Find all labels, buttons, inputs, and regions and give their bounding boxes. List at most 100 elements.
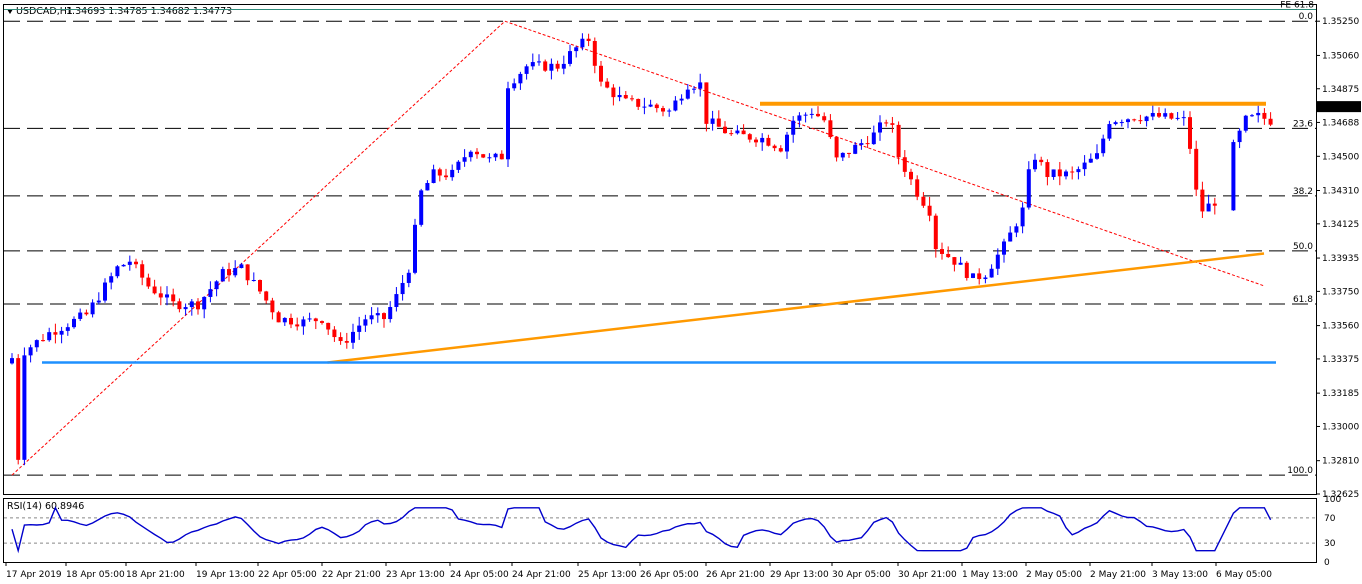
candle-body — [1088, 158, 1093, 163]
candle-body — [289, 317, 293, 325]
candle-body — [134, 261, 138, 265]
candle-body — [140, 264, 145, 278]
candle-body — [158, 293, 163, 298]
candle-body — [282, 317, 287, 323]
fib-label-38.2: 38.2 — [1293, 187, 1313, 197]
rsi-label: RSI(14) 60.8946 — [7, 501, 84, 512]
collapse-arrow-icon[interactable] — [7, 9, 13, 14]
candle-body — [127, 261, 132, 265]
candle-body — [673, 100, 678, 111]
candle-body — [227, 269, 231, 276]
candle-body — [450, 169, 455, 178]
candle-body — [220, 269, 225, 282]
candle-body — [1150, 112, 1155, 117]
current-price-label: 1.34773 — [1321, 103, 1358, 113]
candle-body — [171, 294, 176, 302]
candle-body — [592, 40, 597, 66]
candle-body — [41, 340, 45, 342]
candle-body — [59, 330, 64, 335]
candle-body — [1026, 169, 1031, 208]
price-tick-label: 1.33750 — [1322, 287, 1359, 297]
candle-body — [983, 277, 988, 280]
ohlc-values: 1.34693 1.34785 1.34682 1.34773 — [66, 6, 232, 17]
candle-body — [444, 175, 448, 178]
candle-body — [716, 118, 721, 127]
fib-label-100.0: 100.0 — [1287, 466, 1313, 476]
rising-trendline[interactable] — [327, 252, 1265, 364]
time-tick-label: 30 Apr 21:00 — [898, 570, 957, 580]
candle-body — [1163, 113, 1168, 117]
symbol-label: USDCAD,H1 — [16, 6, 73, 17]
candle-body — [1008, 232, 1013, 242]
candle-body — [487, 157, 492, 159]
candle-body — [636, 98, 641, 107]
time-tick-label: 18 Apr 21:00 — [126, 570, 185, 580]
candle-body — [251, 279, 256, 281]
candle-body — [927, 205, 932, 216]
candle-body — [816, 113, 820, 117]
candle-body — [679, 98, 684, 101]
rsi-pane-frame — [3, 498, 1317, 563]
candle-body — [382, 313, 386, 320]
candle-body — [320, 321, 324, 323]
price-tick-label: 1.33560 — [1322, 322, 1359, 332]
fib-label-50.0: 50.0 — [1293, 242, 1313, 252]
candle-body — [667, 110, 672, 112]
candle-body — [332, 329, 337, 338]
candle-body — [1157, 112, 1161, 117]
candle-body — [1014, 226, 1019, 233]
candle-body — [1039, 159, 1044, 163]
price-tick-label: 1.33000 — [1322, 422, 1359, 432]
candle-body — [65, 327, 70, 331]
candle-body — [34, 340, 39, 348]
rsi-tick-label: 30 — [1324, 539, 1336, 549]
candle-body — [859, 143, 864, 145]
candle-body — [971, 273, 975, 278]
candle-body — [890, 123, 895, 125]
candle-body — [493, 153, 498, 158]
candle-body — [419, 190, 424, 225]
candle-body — [233, 268, 238, 276]
main-pane-frame — [3, 4, 1317, 495]
candle-body — [580, 38, 585, 48]
candle-body — [685, 89, 690, 99]
candle-body — [1057, 169, 1062, 177]
candle-body — [313, 318, 318, 322]
candle-body — [1138, 120, 1143, 122]
candle-body — [1200, 189, 1205, 212]
candle-body — [103, 282, 107, 301]
candle-body — [78, 312, 83, 319]
time-tick-label: 1 May 13:00 — [962, 570, 1018, 580]
candle-body — [1126, 119, 1130, 123]
candle-body — [1188, 117, 1192, 149]
time-tick-label: 24 Apr 21:00 — [512, 570, 571, 580]
candle-body — [989, 268, 994, 278]
candle-body — [270, 300, 275, 313]
candle-body — [630, 98, 634, 100]
candle-body — [406, 272, 411, 283]
time-tick-label: 29 Apr 13:00 — [770, 570, 829, 580]
candle-body — [344, 341, 349, 343]
candle-body — [1113, 122, 1118, 125]
candle-body — [921, 196, 926, 206]
candle-body — [834, 137, 839, 158]
candle-body — [543, 61, 548, 71]
fib-label-61.8: 61.8 — [1293, 295, 1313, 305]
price-tick-label: 1.34125 — [1322, 220, 1359, 230]
candle-body — [388, 306, 393, 320]
rsi-levels — [4, 517, 1316, 544]
candle-body — [47, 332, 52, 341]
candle-body — [884, 122, 889, 124]
candle-body — [952, 257, 957, 265]
rsi-tick-label: 0 — [1324, 558, 1330, 568]
candle-body — [586, 38, 591, 41]
candle-body — [524, 66, 529, 74]
candle-body — [301, 319, 306, 327]
candle-body — [456, 161, 461, 170]
candle-body — [772, 145, 777, 149]
time-tick-label: 17 Apr 2019 — [6, 570, 62, 580]
price-tick-label: 1.32625 — [1322, 490, 1359, 500]
candle-body — [568, 51, 572, 64]
candle-body — [202, 296, 207, 310]
